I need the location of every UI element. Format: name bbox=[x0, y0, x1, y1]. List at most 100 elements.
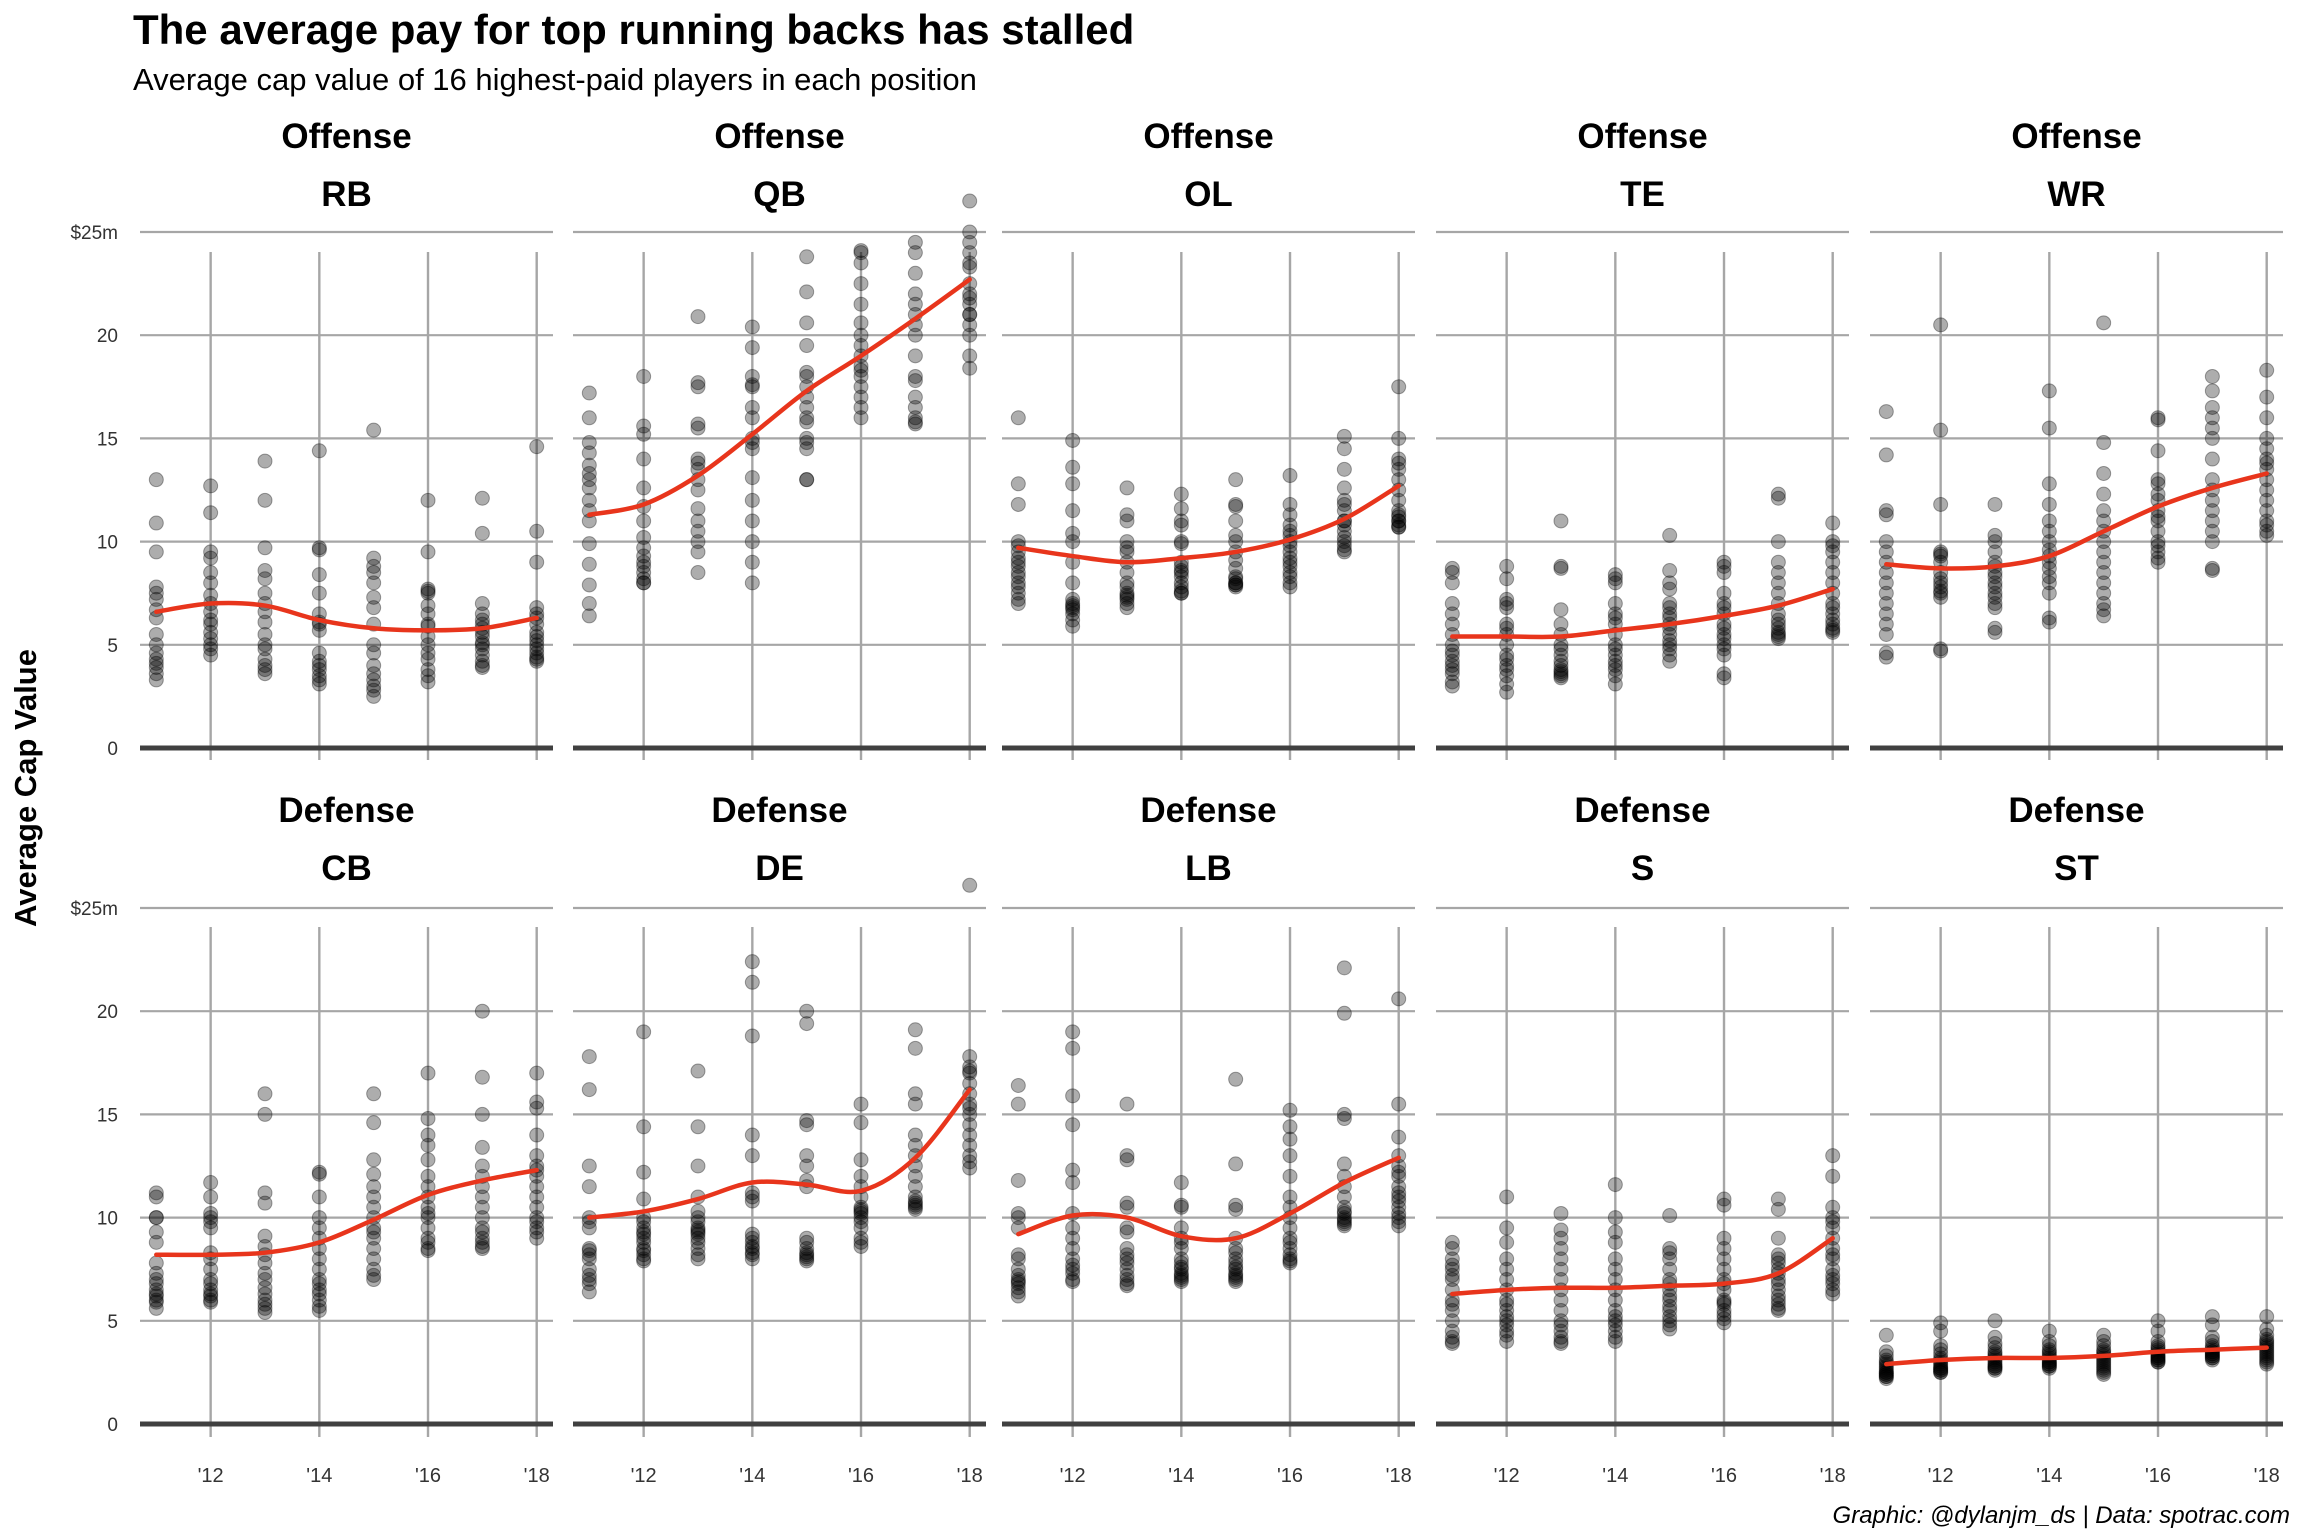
data-point bbox=[2259, 517, 2275, 533]
data-point bbox=[1119, 579, 1135, 595]
data-point bbox=[529, 1224, 545, 1240]
data-point bbox=[853, 1205, 869, 1221]
data-point bbox=[1119, 589, 1135, 605]
data-point bbox=[962, 1096, 978, 1112]
data-point bbox=[744, 1230, 760, 1246]
data-point bbox=[1716, 1191, 1732, 1207]
data-point bbox=[1065, 1088, 1081, 1104]
data-point bbox=[257, 1255, 273, 1271]
data-point bbox=[1119, 480, 1135, 496]
data-point bbox=[1499, 616, 1515, 632]
data-point bbox=[1336, 492, 1352, 508]
data-point bbox=[1010, 1205, 1026, 1221]
data-point bbox=[366, 688, 382, 704]
data-point bbox=[1391, 1168, 1407, 1184]
data-point bbox=[1825, 1199, 1841, 1215]
data-point bbox=[1282, 496, 1298, 512]
data-point bbox=[1065, 591, 1081, 607]
data-point bbox=[1444, 565, 1460, 581]
data-point bbox=[366, 666, 382, 682]
data-point bbox=[2259, 1350, 2275, 1366]
data-point bbox=[1716, 554, 1732, 570]
data-point bbox=[1607, 1302, 1623, 1318]
data-point bbox=[962, 307, 978, 323]
data-point bbox=[744, 554, 760, 570]
data-point bbox=[1119, 591, 1135, 607]
data-point bbox=[1065, 1257, 1081, 1273]
data-point bbox=[257, 1292, 273, 1308]
data-point bbox=[799, 441, 815, 457]
data-point bbox=[1716, 637, 1732, 653]
data-point bbox=[1662, 647, 1678, 663]
data-point bbox=[962, 1160, 978, 1176]
data-point bbox=[2096, 544, 2112, 560]
data-point bbox=[148, 645, 164, 661]
data-point bbox=[366, 682, 382, 698]
data-point bbox=[1499, 596, 1515, 612]
data-point bbox=[2041, 585, 2057, 601]
data-point bbox=[1336, 496, 1352, 512]
data-point bbox=[529, 1214, 545, 1230]
data-point bbox=[1173, 1199, 1189, 1215]
data-point bbox=[529, 1127, 545, 1143]
data-point bbox=[1228, 1274, 1244, 1290]
data-point bbox=[2150, 1354, 2166, 1370]
data-point bbox=[474, 525, 490, 541]
data-point bbox=[1173, 565, 1189, 581]
data-point bbox=[2150, 554, 2166, 570]
data-point bbox=[853, 389, 869, 405]
data-point bbox=[581, 1220, 597, 1236]
data-point bbox=[1933, 641, 1949, 657]
data-point bbox=[1716, 670, 1732, 686]
data-point bbox=[1607, 1329, 1623, 1345]
data-point bbox=[1553, 1333, 1569, 1349]
data-point bbox=[1391, 507, 1407, 523]
data-point bbox=[1607, 637, 1623, 653]
data-point bbox=[1607, 1333, 1623, 1349]
data-point bbox=[420, 637, 436, 653]
data-point bbox=[148, 1210, 164, 1226]
data-point bbox=[1607, 1292, 1623, 1308]
data-point bbox=[853, 358, 869, 374]
data-point bbox=[1010, 579, 1026, 595]
data-point bbox=[1987, 596, 2003, 612]
data-point bbox=[1987, 1362, 2003, 1378]
data-point bbox=[1065, 598, 1081, 614]
data-point bbox=[148, 1288, 164, 1304]
data-point bbox=[2150, 1313, 2166, 1329]
panel-offense-te: Offense TE bbox=[1436, 117, 1849, 760]
data-point bbox=[1878, 1366, 1894, 1382]
data-point bbox=[257, 571, 273, 587]
data-point bbox=[474, 1106, 490, 1122]
data-point bbox=[1607, 567, 1623, 583]
data-point bbox=[907, 1022, 923, 1038]
data-point bbox=[1499, 1323, 1515, 1339]
y-tick-label: 20 bbox=[97, 1002, 118, 1023]
data-point bbox=[1878, 1371, 1894, 1387]
data-point bbox=[636, 558, 652, 574]
data-point bbox=[203, 624, 219, 640]
data-point bbox=[1444, 1241, 1460, 1257]
data-point bbox=[1010, 1251, 1026, 1267]
data-point bbox=[1282, 1247, 1298, 1263]
data-point bbox=[1282, 565, 1298, 581]
data-point bbox=[311, 1298, 327, 1314]
data-point bbox=[257, 641, 273, 657]
data-point bbox=[1391, 1164, 1407, 1180]
data-point bbox=[744, 1185, 760, 1201]
data-point bbox=[1228, 472, 1244, 488]
panel-position-label: RB bbox=[321, 175, 372, 214]
data-point bbox=[1607, 676, 1623, 692]
data-point bbox=[636, 451, 652, 467]
data-point bbox=[581, 608, 597, 624]
data-point bbox=[907, 410, 923, 426]
data-point bbox=[2259, 362, 2275, 378]
data-point bbox=[2096, 435, 2112, 451]
data-point bbox=[1770, 1201, 1786, 1217]
data-point bbox=[1119, 585, 1135, 601]
data-point bbox=[311, 1302, 327, 1318]
data-point bbox=[1336, 441, 1352, 457]
data-point bbox=[744, 492, 760, 508]
data-point bbox=[962, 1106, 978, 1122]
data-point bbox=[148, 591, 164, 607]
